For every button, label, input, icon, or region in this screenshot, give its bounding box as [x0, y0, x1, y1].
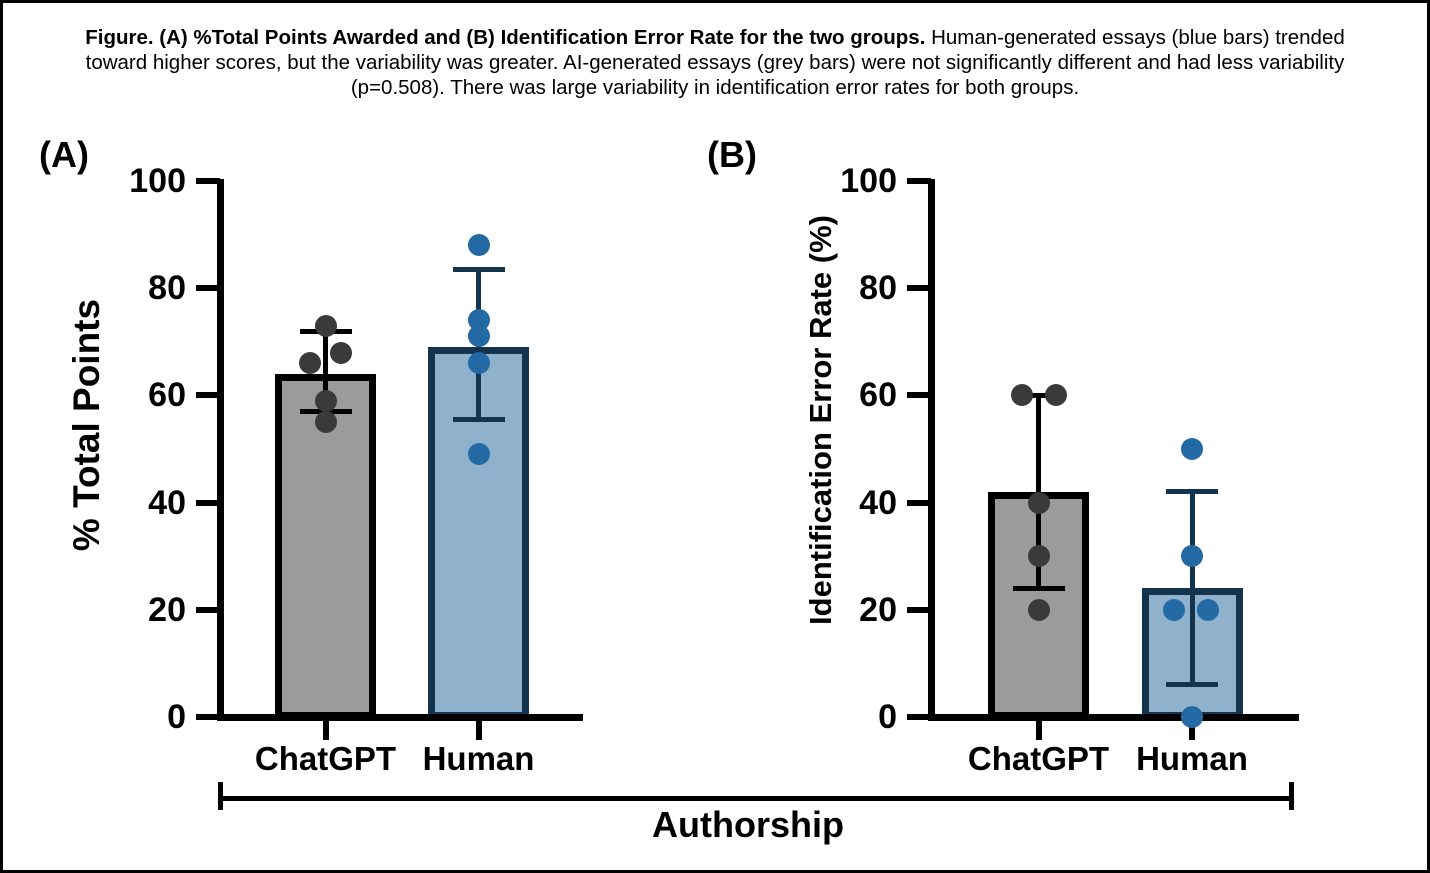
y-axis-tick: [196, 606, 220, 613]
category-label: Human: [1136, 740, 1248, 777]
data-point-human: [1163, 598, 1185, 621]
y-tick-label: 40: [859, 483, 897, 522]
x-axis-title: Authorship: [652, 804, 844, 845]
y-tick-label: 20: [148, 590, 186, 629]
category-label: ChatGPT: [967, 740, 1110, 777]
caption-regular-text: Human-generated essays (blue bars) trend…: [85, 26, 1345, 99]
data-point-chatgpt: [1044, 384, 1067, 407]
data-point-chatgpt: [314, 389, 337, 412]
y-axis-tick: [907, 606, 931, 613]
y-tick-label: 100: [840, 162, 897, 200]
data-point-chatgpt: [298, 352, 321, 375]
error-cap-top: [452, 266, 505, 272]
y-axis-tick: [196, 392, 220, 399]
error-cap-bottom: [1166, 682, 1218, 688]
y-axis-tick: [907, 178, 931, 184]
error-bar: [323, 331, 328, 412]
bracket-left-tick: [217, 782, 223, 810]
data-point-human: [1181, 438, 1203, 460]
y-axis-tick: [196, 285, 220, 292]
data-point-human: [1181, 545, 1203, 568]
bracket-line: [220, 795, 1291, 801]
y-tick-label: 40: [148, 483, 186, 522]
data-point-human: [467, 352, 490, 375]
y-axis-tick: [196, 499, 220, 506]
bracket-right-tick: [1288, 782, 1294, 810]
x-baseline: [216, 713, 583, 721]
data-point-human: [467, 325, 490, 348]
y-tick-label: 80: [859, 269, 897, 308]
bar-tick: [322, 720, 329, 740]
error-cap-bottom: [1012, 585, 1065, 591]
y-tick-label: 0: [167, 698, 186, 736]
data-point-human: [1181, 706, 1203, 728]
data-point-chatgpt: [314, 314, 337, 337]
y-axis-tick: [907, 285, 931, 292]
y-axis-tick: [907, 392, 931, 399]
data-point-chatgpt: [329, 341, 352, 364]
bar-tick: [475, 720, 482, 740]
caption-bold-text: Figure. (A) %Total Points Awarded and (B…: [85, 26, 926, 49]
figure-caption: Figure. (A) %Total Points Awarded and (B…: [56, 25, 1374, 100]
y-tick-label: 60: [859, 376, 897, 415]
error-cap-top: [1166, 489, 1218, 495]
data-point-chatgpt: [1027, 491, 1050, 514]
error-cap-top: [1012, 392, 1065, 398]
category-label: Human: [422, 740, 535, 777]
data-point-chatgpt: [314, 411, 337, 434]
y-axis-tick: [196, 178, 220, 184]
y-tick-label: 80: [148, 269, 186, 308]
data-point-chatgpt: [1027, 598, 1050, 621]
data-point-human: [467, 443, 490, 466]
error-bar: [1189, 491, 1195, 685]
y-axis-line: [927, 179, 935, 720]
x-baseline: [927, 713, 1299, 721]
panel-label: (B): [707, 134, 757, 175]
y-axis-tick: [907, 714, 931, 720]
y-axis-line: [216, 179, 224, 720]
y-tick-label: 60: [148, 376, 186, 415]
y-tick-label: 0: [878, 698, 897, 736]
category-label: ChatGPT: [254, 740, 397, 777]
y-axis-tick: [907, 499, 931, 506]
panel-label: (A): [39, 134, 89, 175]
y-axis-tick: [196, 714, 220, 720]
data-point-human: [1197, 598, 1219, 621]
bar-tick: [1035, 720, 1042, 740]
data-point-human: [467, 234, 490, 257]
data-point-chatgpt: [1027, 545, 1050, 568]
y-tick-label: 100: [129, 162, 186, 200]
bar-tick: [1189, 720, 1195, 740]
error-cap-bottom: [452, 417, 505, 423]
data-point-chatgpt: [1010, 384, 1033, 407]
y-tick-label: 20: [859, 590, 897, 629]
